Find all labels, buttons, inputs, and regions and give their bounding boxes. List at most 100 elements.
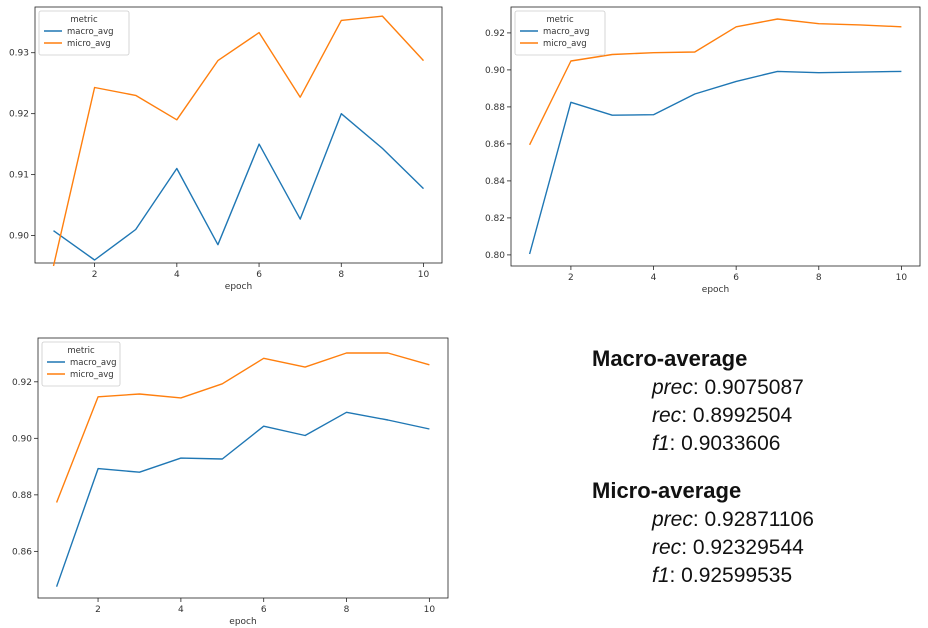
chart-2-series-macro_avg-point: [653, 114, 655, 116]
chart-3-series-micro_avg-point: [387, 352, 389, 354]
chart-2-series-macro_avg-point: [818, 72, 820, 74]
chart-1-svg: 0.90 0.91 0.92 0.93 2 4 6 8 10 epoch metric macro_a…: [9, 6, 443, 292]
chart-1-series-micro_avg-line: [52, 15, 425, 267]
micro-f1-row: f1: 0.92599535: [592, 562, 814, 590]
chart-2-xtick-label: 10: [896, 273, 908, 283]
micro-rec-row: rec: 0.92329544: [592, 534, 814, 562]
micro-prec-value: : 0.92871106: [692, 508, 814, 531]
chart-3-series-macro_avg-point: [428, 428, 430, 430]
chart-3-xtick-label: 8: [344, 605, 350, 615]
chart-2-legend-title: metric: [546, 15, 574, 25]
chart-1-series-macro_avg-point: [340, 113, 342, 115]
chart-3-series-macro_avg-point: [304, 435, 306, 437]
chart-1-series-micro_avg-point: [340, 20, 342, 22]
chart-2-series-macro_avg-line: [528, 70, 902, 255]
chart-3-legend-label-macro_avg: macro_avg: [70, 358, 117, 368]
micro-f1-value: : 0.92599535: [669, 564, 793, 587]
chart-3-series-macro_avg-line: [55, 411, 430, 587]
chart-3-series-macro_avg-point: [56, 586, 58, 588]
chart-3-series-micro_avg-point: [428, 364, 430, 366]
chart-3-ytick-label: 0.92: [12, 378, 32, 388]
chart-2-series-macro_avg-point: [694, 93, 696, 95]
macro-rec-row: rec: 0.8992504: [592, 402, 814, 430]
chart-2-series-macro_avg-point: [777, 70, 779, 72]
chart-1-ytick-label: 0.91: [9, 171, 29, 181]
metrics-summary: Macro-average prec: 0.9075087 rec: 0.899…: [592, 344, 814, 590]
chart-2-legend-label-micro_avg: micro_avg: [543, 39, 587, 49]
micro-prec-row: prec: 0.92871106: [592, 506, 814, 534]
chart-2-ytick-label: 0.82: [485, 214, 505, 224]
chart-2-ytick-label: 0.92: [485, 29, 505, 39]
chart-1-series-micro_avg-point: [135, 94, 137, 96]
chart-3-ytick-label: 0.86: [12, 547, 32, 557]
chart-2-legend-label-macro_avg: macro_avg: [543, 27, 590, 37]
chart-1-legend-box: [38, 10, 130, 56]
chart-3-xtick-label: 10: [424, 605, 436, 615]
chart-2-series-micro_avg-point: [859, 24, 861, 26]
micro-rec-value: : 0.92329544: [681, 536, 804, 559]
chart-1-ytick-label: 0.90: [9, 232, 29, 242]
chart-3-svg: 0.86 0.88 0.90 0.92 2 4 6 8 10 epoch metric macro_a…: [12, 337, 449, 627]
chart-1-series-macro_avg-point: [299, 218, 301, 220]
chart-3-x-axis-label: epoch: [229, 617, 256, 627]
chart-1-series-micro_avg-point: [217, 60, 219, 62]
chart-1-series-micro_avg-point: [53, 265, 55, 267]
chart-3-series-macro_avg-point: [346, 411, 348, 413]
chart-3-legend-box: [41, 341, 121, 387]
chart-2-series-micro_avg-point: [570, 60, 572, 62]
chart-2-ytick-label: 0.86: [485, 140, 505, 150]
chart-2-series-micro_avg-point: [653, 52, 655, 54]
micro-rec-label: rec: [652, 536, 682, 559]
chart-1-xtick-label: 2: [92, 270, 98, 280]
chart-1-series-micro_avg-point: [299, 96, 301, 98]
chart-2-series-macro_avg-point: [529, 253, 531, 255]
macro-f1-label: f1: [652, 432, 670, 455]
chart-1: 0.90 0.91 0.92 0.93 2 4 6 8 10 epoch metric macro_a…: [0, 0, 460, 300]
chart-2-series-macro_avg-point: [735, 80, 737, 82]
chart-3-series-macro_avg-point: [180, 457, 182, 459]
macro-prec-value: : 0.9075087: [692, 376, 804, 399]
chart-2-svg: 0.80 0.82 0.84 0.86 0.88 0.90 0.92 2 4 6 8 10 epoch m…: [485, 6, 921, 295]
macro-average-heading: Macro-average: [592, 346, 748, 371]
chart-2-series-micro_avg-line: [528, 18, 902, 146]
chart-2-series-macro_avg-point: [570, 101, 572, 103]
micro-average-heading: Micro-average: [592, 478, 742, 503]
chart-3: 0.86 0.88 0.90 0.92 2 4 6 8 10 epoch metric macro_a…: [0, 320, 460, 628]
chart-3-series-micro_avg-point: [139, 393, 141, 395]
chart-1-series-macro_avg-point: [381, 148, 383, 150]
chart-2-legend-box: [514, 10, 606, 56]
chart-2-series-micro_avg-point: [777, 18, 779, 20]
chart-3-series-micro_avg-point: [56, 502, 58, 504]
chart-1-series-micro_avg-point: [381, 15, 383, 17]
chart-1-ytick-label: 0.92: [9, 110, 29, 120]
chart-2-series-macro_avg-point: [611, 114, 613, 116]
chart-3-series-macro_avg-point: [139, 471, 141, 473]
chart-2-xtick-label: 8: [816, 273, 822, 283]
chart-2-series-micro_avg-point: [611, 54, 613, 56]
chart-1-series-macro_avg-line: [53, 112, 424, 261]
chart-2: 0.80 0.82 0.84 0.86 0.88 0.90 0.92 2 4 6 8 10 epoch m…: [470, 0, 928, 300]
chart-2-series-micro_avg-point: [735, 26, 737, 28]
chart-1-series-micro_avg-point: [423, 60, 425, 62]
chart-3-xtick-label: 4: [178, 605, 184, 615]
chart-3-series-micro_avg-point: [180, 397, 182, 399]
chart-1-series-macro_avg-point: [423, 188, 425, 190]
chart-1-series-macro_avg-point: [53, 230, 55, 232]
micro-prec-label: prec: [652, 508, 693, 531]
chart-1-series-macro_avg-point: [217, 244, 219, 246]
chart-1-series-macro_avg-point: [135, 229, 137, 231]
chart-3-series-micro_avg-point: [221, 383, 223, 385]
micro-f1-label: f1: [652, 564, 670, 587]
chart-3-legend-title: metric: [67, 346, 95, 356]
chart-1-legend-label-macro_avg: macro_avg: [67, 27, 114, 37]
chart-1-xtick-label: 6: [256, 270, 262, 280]
chart-2-series-micro_avg-point: [529, 144, 531, 146]
chart-2-series-macro_avg-point: [859, 71, 861, 73]
chart-3-ytick-label: 0.90: [12, 434, 32, 444]
macro-prec-row: prec: 0.9075087: [592, 374, 814, 402]
chart-3-xtick-label: 2: [95, 605, 101, 615]
chart-3-xtick-label: 6: [261, 605, 267, 615]
chart-1-series-micro_avg-point: [258, 32, 260, 34]
chart-1-series-macro_avg-point: [176, 168, 178, 170]
chart-1-xtick-label: 4: [174, 270, 180, 280]
